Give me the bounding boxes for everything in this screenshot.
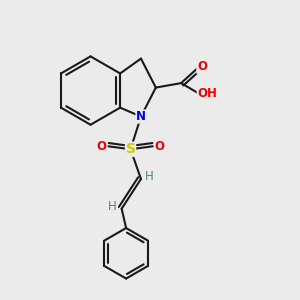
Text: O: O	[97, 140, 107, 153]
Text: O: O	[197, 60, 207, 73]
Text: S: S	[126, 142, 136, 156]
Text: H: H	[108, 200, 117, 213]
Text: H: H	[145, 170, 154, 183]
Text: OH: OH	[197, 87, 217, 100]
Text: N: N	[136, 110, 146, 123]
Text: O: O	[154, 140, 164, 153]
